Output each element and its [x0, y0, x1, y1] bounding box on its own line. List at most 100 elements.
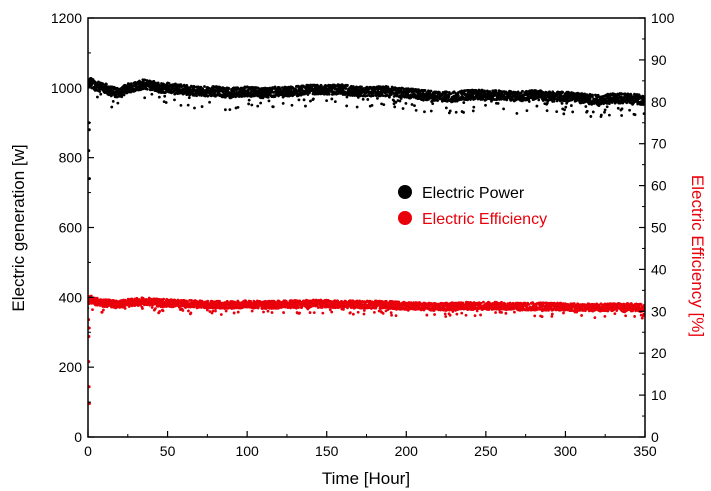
data-point [521, 89, 524, 93]
data-point [605, 105, 609, 109]
data-point [423, 89, 427, 92]
data-point [206, 299, 210, 303]
data-point [356, 85, 360, 89]
data-point [468, 93, 472, 97]
data-point [324, 87, 329, 92]
data-point [628, 108, 632, 112]
data-point [429, 109, 433, 113]
data-point [99, 92, 103, 96]
data-point [282, 311, 285, 314]
data-point [429, 89, 433, 93]
data-point [150, 92, 154, 96]
data-point [552, 99, 556, 103]
data-point [193, 106, 196, 110]
data-point [405, 95, 409, 99]
data-point [627, 96, 631, 101]
data-point [585, 109, 589, 113]
data-point [223, 108, 227, 112]
data-point [555, 110, 559, 114]
data-point [308, 311, 312, 314]
data-point [111, 100, 115, 103]
data-point [288, 94, 292, 97]
data-point [462, 111, 465, 114]
data-point [404, 102, 408, 105]
data-point [370, 103, 374, 107]
data-point [122, 93, 126, 97]
data-point [302, 98, 306, 102]
data-point [361, 97, 365, 101]
data-point [264, 307, 268, 310]
data-point [569, 104, 573, 107]
data-point [591, 110, 595, 114]
data-point [499, 93, 504, 97]
data-point [372, 89, 377, 94]
data-point [110, 105, 114, 109]
data-point [189, 85, 193, 89]
data-point [411, 87, 415, 91]
data-point [392, 102, 396, 106]
series-electric-efficiency [88, 294, 645, 405]
data-point [250, 103, 254, 107]
data-point [304, 104, 307, 108]
data-point [401, 107, 405, 110]
data-point [351, 312, 355, 316]
data-point [362, 309, 366, 312]
data-point [325, 99, 329, 103]
data-point [531, 93, 536, 97]
data-point [123, 307, 127, 310]
data-point [281, 101, 285, 105]
data-point [515, 112, 519, 115]
data-point [208, 100, 211, 104]
data-point [444, 315, 448, 318]
data-point [564, 105, 568, 109]
data-point [329, 83, 333, 87]
data-point [355, 105, 359, 109]
data-point [153, 307, 157, 311]
data-point [423, 110, 426, 114]
data-point [97, 80, 100, 84]
data-point [588, 97, 592, 101]
data-point [102, 86, 106, 90]
data-point [579, 96, 584, 101]
data-point [227, 87, 231, 91]
data-point [545, 109, 549, 113]
data-point [122, 91, 126, 94]
data-point [454, 110, 458, 114]
data-point [207, 86, 211, 90]
data-point [141, 307, 144, 310]
data-point [133, 84, 138, 88]
data-point [344, 87, 348, 90]
data-point [150, 306, 154, 309]
data-point [261, 91, 265, 95]
data-point [100, 310, 104, 314]
data-point [481, 97, 485, 101]
data-point [270, 311, 274, 314]
data-point [445, 90, 449, 94]
data-point [96, 95, 99, 99]
data-point [143, 78, 147, 82]
data-point [165, 86, 170, 90]
data-point [591, 93, 594, 97]
data-point [452, 94, 456, 99]
data-point [443, 312, 447, 316]
data-point [145, 87, 149, 91]
data-point [633, 113, 637, 117]
data-point [371, 94, 375, 98]
data-point [589, 115, 593, 118]
data-point [547, 94, 552, 99]
data-point [560, 101, 564, 105]
series-electric-power [88, 76, 645, 181]
data-point [309, 99, 312, 103]
data-point [583, 92, 587, 96]
data-point [229, 91, 234, 95]
data-point [187, 309, 190, 313]
data-point [420, 93, 425, 97]
data-point [211, 309, 215, 313]
data-point [206, 94, 210, 98]
data-point [333, 100, 337, 104]
data-point [262, 310, 265, 314]
data-point [388, 95, 391, 99]
data-point [620, 114, 624, 117]
data-point [616, 106, 620, 110]
data-point [320, 306, 324, 309]
